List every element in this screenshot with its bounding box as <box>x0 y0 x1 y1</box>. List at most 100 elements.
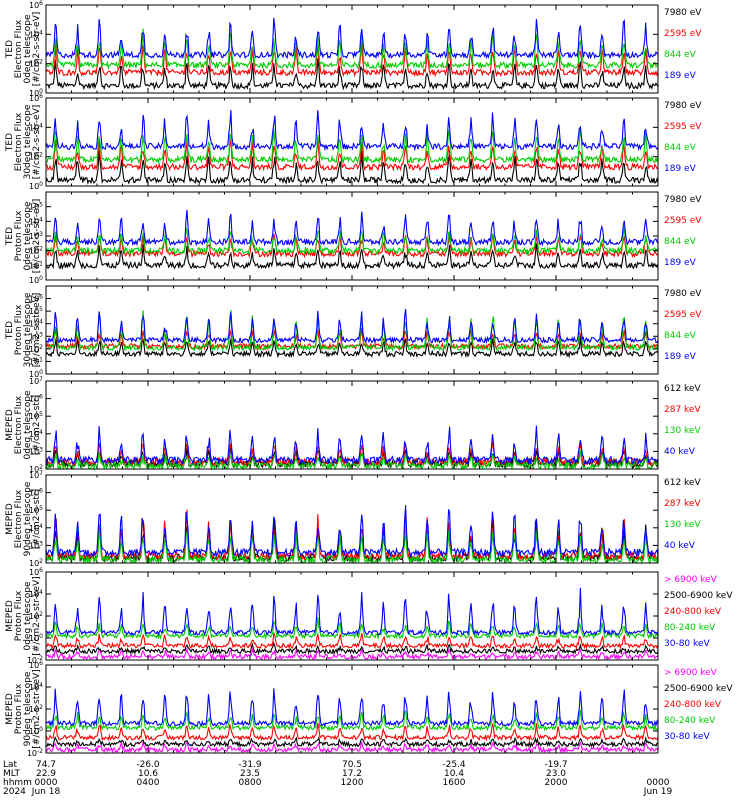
y-tick-label: 104 <box>29 122 43 132</box>
series-line-7-4 <box>45 617 659 641</box>
y-tick-label: 100 <box>29 633 43 643</box>
y-tick-label: 106 <box>29 567 43 577</box>
panel-frame <box>45 97 659 187</box>
panel-ylabel: TEDProton Flux30deg telescope[#/cm2-s-st… <box>5 292 42 367</box>
y-tick-label: 103 <box>29 331 43 341</box>
x-label-lat: -31.9 <box>238 760 262 770</box>
x-label-hhmm: 2000 <box>545 778 568 788</box>
x-label-mlt: 22.9 <box>36 769 56 779</box>
x-label-mlt: 17.2 <box>342 769 362 779</box>
y-tick-label: 102 <box>29 344 43 354</box>
y-tick-label: 100 <box>29 181 43 191</box>
y-tick-label: 102 <box>29 464 43 474</box>
y-tick-label: 104 <box>29 429 43 439</box>
legend-entry: 130 keV <box>664 426 701 436</box>
y-tick-label: 100 <box>29 88 43 98</box>
panel-ylabel: TEDElectron Flux0deg telescope[#/cm2-s-s… <box>5 12 42 87</box>
series-line-8-3 <box>45 722 659 742</box>
panel-ylabel: MEPEDElectron Flux0deg telescope[#/cm2-s… <box>5 390 42 460</box>
panel-1: 100 102 104 106 TEDElectron Flux0deg telesco… <box>5 0 702 98</box>
y-tick-label: 104 <box>29 523 43 533</box>
legend-entry: 2595 eV <box>664 122 702 132</box>
x-row-label-hhmm: hhmm <box>3 778 32 788</box>
panel-ylabel: TEDElectron Flux30deg telescope[#/cm2-s-… <box>5 104 42 179</box>
y-tick-label: 106 <box>29 660 43 670</box>
series-line-3-4 <box>45 209 659 247</box>
y-tick-label: 106 <box>29 294 43 304</box>
y-tick-label: 107 <box>29 470 43 480</box>
series-line-8-5 <box>45 688 659 728</box>
panel-frame <box>45 380 659 470</box>
legend-entry: 612 keV <box>664 478 701 488</box>
series-line-1-2 <box>45 42 659 78</box>
series-line-4-4 <box>45 308 659 345</box>
y-tick-label: 104 <box>29 589 43 599</box>
x-label-mlt: 10.4 <box>444 769 464 779</box>
panels-group: 100 102 104 106 TEDElectron Flux0deg telesco… <box>5 0 733 758</box>
x-label-lat: 74.7 <box>36 760 56 770</box>
series-line-4-3 <box>45 309 659 353</box>
y-tick-label: 10-2 <box>27 655 43 665</box>
legend-entry: 80-240 keV <box>664 716 716 726</box>
x-label-mlt: 23.5 <box>240 769 260 779</box>
y-tick-label: 103 <box>29 446 43 456</box>
x-label-mlt: 23.0 <box>546 769 566 779</box>
panel-frame <box>45 4 659 94</box>
x-label-lat: -19.7 <box>544 760 567 770</box>
y-tick-label: 105 <box>29 411 43 421</box>
x-row-label-lat: Lat <box>3 760 18 770</box>
legend-entry: 7980 eV <box>664 8 702 18</box>
legend-entry: 30-80 keV <box>664 732 710 742</box>
series-line-6-4 <box>45 505 659 558</box>
y-tick-label: 106 <box>29 394 43 404</box>
series-line-7-5 <box>45 587 659 637</box>
series-line-2-1 <box>45 150 659 185</box>
x-label-hhmm: 0000 <box>647 778 670 788</box>
panel-ylabel: MEPEDProton Flux90deg telescope[#/cm2-s-… <box>5 669 42 748</box>
legend-entry: 7980 eV <box>664 101 702 111</box>
y-tick-label: 103 <box>29 231 43 241</box>
legend-entry: 844 eV <box>664 50 697 60</box>
series-line-7-3 <box>45 632 659 650</box>
y-tick-label: 102 <box>29 611 43 621</box>
y-tick-label: 100 <box>29 726 43 736</box>
y-tick-label: 104 <box>29 29 43 39</box>
legend-entry: 189 eV <box>664 258 697 268</box>
legend-entry: 240-800 keV <box>664 700 722 710</box>
legend-entry: 7980 eV <box>664 289 702 299</box>
series-line-1-1 <box>45 58 659 91</box>
legend-entry: > 6900 keV <box>664 668 718 678</box>
x-row-label-mlt: MLT <box>3 769 21 779</box>
x-label-lat: -25.4 <box>442 760 466 770</box>
x-label-date: Jun 18 <box>31 787 61 797</box>
panel-ylabel: MEPEDElectron Flux90deg telescope[#/cm2-… <box>5 481 42 556</box>
legend-entry: 2595 eV <box>664 29 702 39</box>
series-line-8-2 <box>45 735 659 749</box>
series-line-8-4 <box>45 709 659 732</box>
y-tick-label: 107 <box>29 376 43 386</box>
legend-entry: 40 keV <box>664 541 696 551</box>
y-tick-label: 105 <box>29 306 43 316</box>
y-tick-label: 105 <box>29 202 43 212</box>
series-line-7-2 <box>45 641 659 656</box>
legend-entry: 287 keV <box>664 499 701 509</box>
x-label-lat: -26.0 <box>136 760 160 770</box>
legend-entry: 2500-6900 keV <box>664 591 733 601</box>
y-tick-label: 106 <box>29 488 43 498</box>
x-label-hhmm: 1600 <box>443 778 466 788</box>
legend-entry: 2500-6900 keV <box>664 684 733 694</box>
x-label-hhmm: 1200 <box>341 778 364 788</box>
legend-entry: 844 eV <box>664 237 697 247</box>
legend-entry: 7980 eV <box>664 195 702 205</box>
x-label-date: Jun 19 <box>643 787 673 797</box>
legend-entry: > 6900 keV <box>664 575 718 585</box>
y-tick-label: 100 <box>29 275 43 285</box>
x-label-hhmm: 0400 <box>137 778 160 788</box>
series-line-5-4 <box>45 425 659 466</box>
legend-entry: 189 eV <box>664 164 697 174</box>
